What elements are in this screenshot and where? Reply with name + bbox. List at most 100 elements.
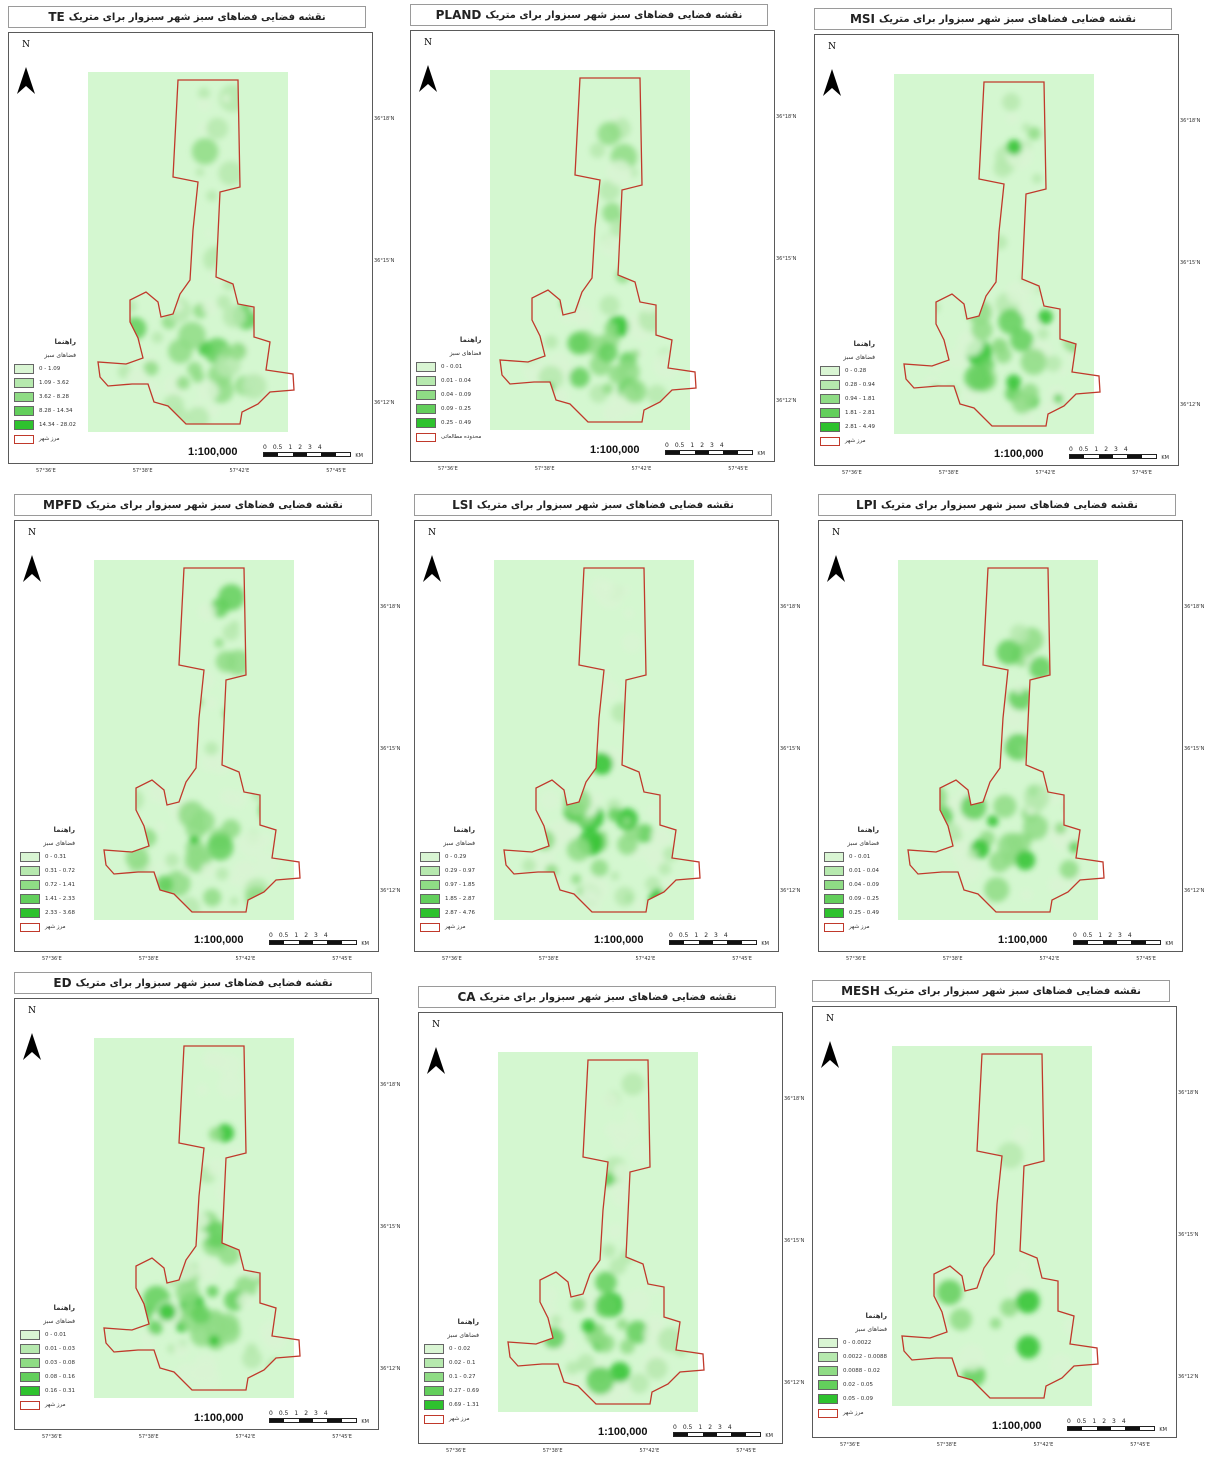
legend-swatch — [416, 390, 436, 400]
legend-swatch — [420, 852, 440, 862]
legend-class-label: 0.03 - 0.08 — [45, 1360, 75, 1366]
legend-swatch — [416, 362, 436, 372]
map-panel-mpfd: نقشه فضایی فضاهای سبز شهر سبزوار برای مت… — [14, 494, 400, 964]
map-metric-label: TE — [48, 10, 65, 24]
longitude-tick-label: 57°45'E — [332, 956, 352, 962]
map-legend: راهنما فضاهای سبز 0 - 1.09 1.09 - 3.62 3.62 … — [14, 338, 76, 446]
legend-item: 0.28 - 0.94 — [820, 378, 875, 392]
north-arrow-icon: N — [826, 528, 846, 582]
scale-ratio: 1:100,000 — [594, 934, 644, 946]
legend-boundary-item: مرز شهر — [20, 920, 75, 934]
scale-tick-label: 4 — [323, 932, 328, 939]
legend-class-label: 0.04 - 0.09 — [849, 882, 879, 888]
legend-swatch — [20, 1386, 40, 1396]
legend-subtitle: فضاهای سبز — [44, 352, 76, 359]
city-boundary — [907, 567, 1105, 913]
map-canvas — [94, 1038, 301, 1398]
legend-item: 14.34 - 28.02 — [14, 418, 76, 432]
scale-bar: 0 0.5 1 2 3 4 KM — [673, 1424, 773, 1439]
longitude-tick-label: 57°36'E — [438, 466, 458, 472]
latitude-tick-label: 36°15'N — [1184, 746, 1205, 752]
scale-tick-label: 4 — [1121, 1418, 1126, 1425]
longitude-tick-label: 57°45'E — [326, 468, 346, 474]
map-panel-pland: نقشه فضایی فضاهای سبز شهر سبزوار برای مت… — [410, 4, 796, 474]
scale-tick-label: 3 — [308, 444, 312, 451]
scale-tick-label: 4 — [1127, 932, 1132, 939]
latitude-tick-label: 36°15'N — [374, 258, 395, 264]
longitude-tick-label: 57°45'E — [1130, 1442, 1150, 1448]
legend-item: 0.08 - 0.16 — [20, 1370, 75, 1384]
legend-item: 0.29 - 0.97 — [420, 864, 475, 878]
legend-class-label: 0.02 - 0.1 — [449, 1360, 476, 1366]
north-label: N — [424, 38, 432, 48]
legend-class-label: 0.0088 - 0.02 — [843, 1368, 880, 1374]
legend-swatch — [20, 1358, 40, 1368]
legend-item: 8.28 - 14.34 — [14, 404, 76, 418]
legend-item: 1.81 - 2.81 — [820, 406, 875, 420]
north-label: N — [22, 40, 30, 50]
legend-subtitle: فضاهای سبز — [847, 840, 879, 847]
longitude-ticks: 57°36'E 57°38'E 57°42'E 57°45'E — [438, 466, 748, 472]
scale-tick-label: 0 — [669, 932, 673, 939]
scale-ratio: 1:100,000 — [590, 444, 640, 456]
legend-item: 0.04 - 0.09 — [416, 388, 481, 402]
longitude-tick-label: 57°45'E — [732, 956, 752, 962]
legend-class-label: 0 - 0.31 — [45, 854, 67, 860]
legend-boundary-item: مرز شهر — [820, 434, 875, 448]
legend-swatch — [820, 394, 840, 404]
green-space-density — [937, 1125, 1082, 1387]
scale-tick-label: 0 — [269, 1410, 273, 1417]
longitude-tick-label: 57°38'E — [942, 956, 963, 962]
longitude-tick-label: 57°38'E — [138, 956, 159, 962]
map-metric-label: LSI — [452, 498, 473, 512]
scale-bar: 0 0.5 1 2 3 4 KM — [1069, 446, 1169, 461]
map-panel-lsi: نقشه فضایی فضاهای سبز شهر سبزوار برای مت… — [414, 494, 800, 964]
latitude-tick-label: 36°15'N — [776, 256, 797, 262]
longitude-tick-label: 57°45'E — [1132, 470, 1152, 476]
legend-class-label: 0.01 - 0.04 — [441, 378, 471, 384]
scale-tick-label: 2 — [304, 1410, 309, 1417]
legend-class-label: 0.02 - 0.05 — [843, 1382, 873, 1388]
map-title-text: نقشه فضایی فضاهای سبز شهر سبزوار برای مت… — [75, 977, 333, 989]
latitude-ticks: 36°18'N 36°15'N 36°12'N — [1184, 604, 1204, 894]
legend-item: 0.27 - 0.69 — [424, 1384, 479, 1398]
legend-class-label: 0 - 0.01 — [849, 854, 871, 860]
scale-tick-label: 4 — [1123, 446, 1128, 453]
legend-class-label: 0.09 - 0.25 — [441, 406, 471, 412]
latitude-tick-label: 36°15'N — [1178, 1232, 1199, 1238]
legend-title: راهنما — [453, 826, 475, 834]
map-legend: راهنما فضاهای سبز 0 - 0.01 0.01 - 0.03 0.03 … — [20, 1304, 75, 1412]
legend-boundary-item: مرز شهر — [824, 920, 879, 934]
scale-ratio: 1:100,000 — [994, 448, 1044, 460]
legend-item: 0.72 - 1.41 — [20, 878, 75, 892]
map-panel-lpi: نقشه فضایی فضاهای سبز شهر سبزوار برای مت… — [818, 494, 1204, 964]
legend-boundary-item: مرز شهر — [424, 1412, 479, 1426]
scale-tick-label: 3 — [1112, 1418, 1116, 1425]
legend-boundary-swatch — [824, 922, 844, 932]
scale-unit: KM — [1159, 1427, 1167, 1433]
latitude-tick-label: 36°18'N — [1184, 604, 1205, 610]
scale-tick-label: 0 — [673, 1424, 677, 1431]
scale-bar: 0 0.5 1 2 3 4 KM — [269, 1410, 369, 1425]
legend-boundary-swatch — [820, 436, 840, 446]
legend-boundary-item: مرز شهر — [818, 1406, 887, 1420]
longitude-tick-label: 57°36'E — [840, 1442, 860, 1448]
legend-class-label: 0 - 0.29 — [445, 854, 467, 860]
longitude-tick-label: 57°36'E — [842, 470, 862, 476]
map-metric-label: MESH — [841, 984, 880, 998]
scale-tick-label: 3 — [718, 1424, 722, 1431]
longitude-tick-label: 57°38'E — [538, 956, 559, 962]
legend-item: 0.69 - 1.31 — [424, 1398, 479, 1412]
scale-unit: KM — [1161, 455, 1169, 461]
legend-swatch — [424, 1386, 444, 1396]
latitude-tick-label: 36°18'N — [380, 604, 401, 610]
legend-class-label: 0 - 0.02 — [449, 1346, 471, 1352]
map-canvas — [892, 1046, 1099, 1406]
scale-ratio: 1:100,000 — [998, 934, 1048, 946]
legend-title: راهنما — [53, 1304, 75, 1312]
legend-item: 0.02 - 0.05 — [818, 1378, 887, 1392]
longitude-tick-label: 57°36'E — [42, 956, 62, 962]
north-label: N — [832, 528, 840, 538]
scale-tick-label: 0 — [1067, 1418, 1071, 1425]
map-metric-label: MSI — [849, 12, 876, 26]
